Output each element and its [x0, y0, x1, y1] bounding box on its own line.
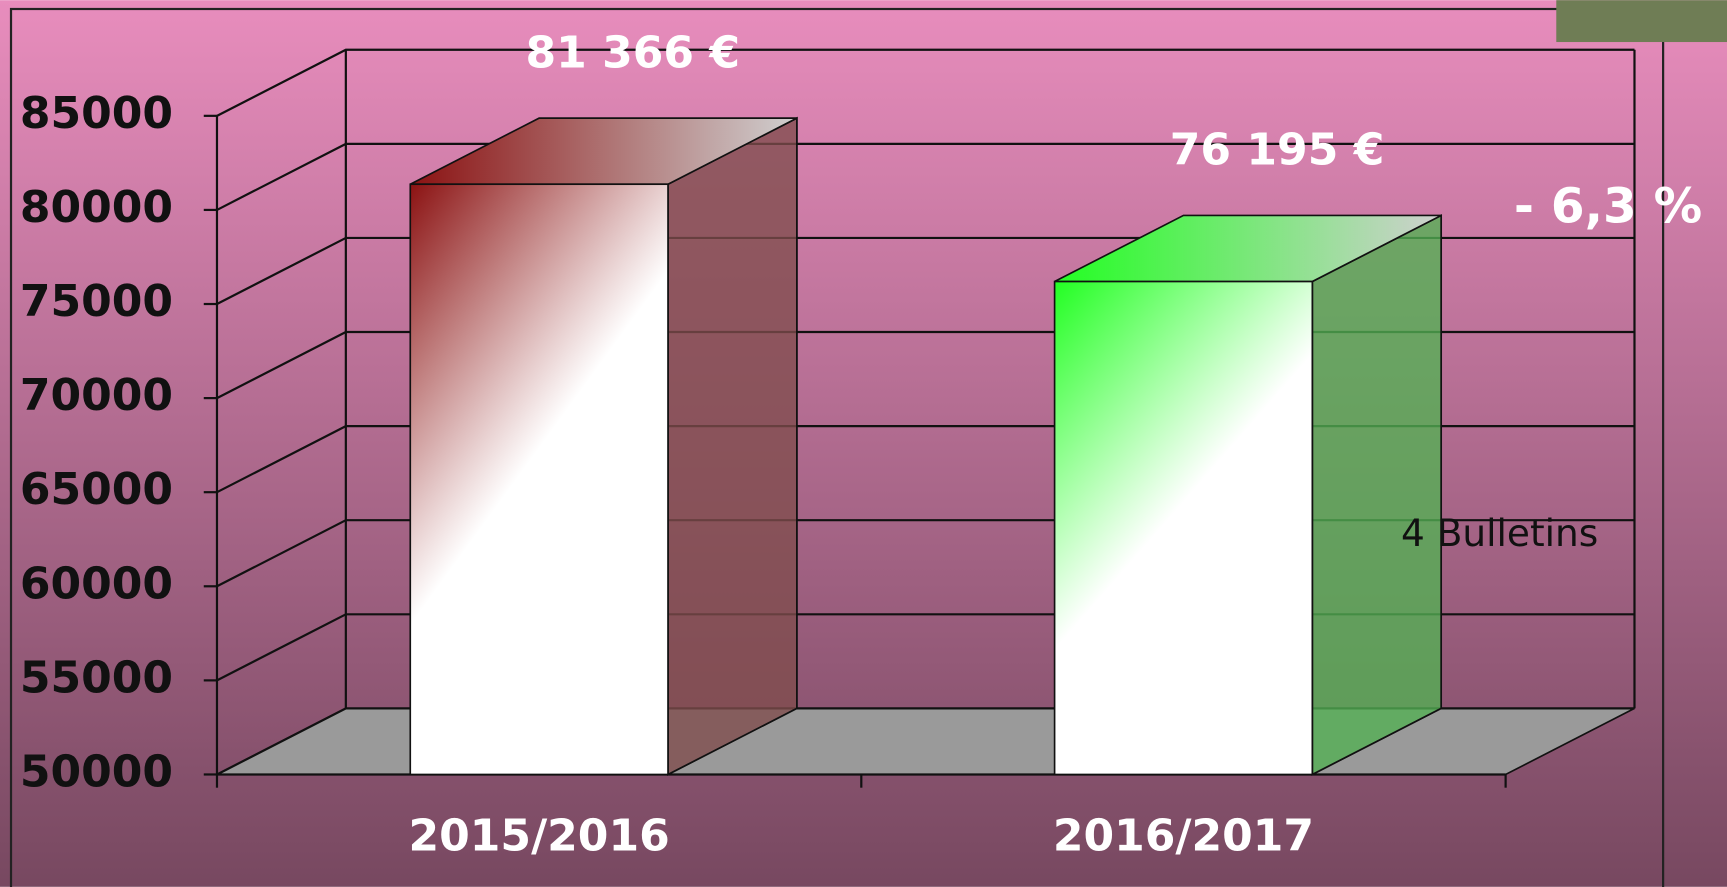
- frame: [9, 7, 1665, 887]
- bulletins-annotation: 4 Bulletins: [1401, 511, 1598, 555]
- bar-front: [409, 183, 669, 776]
- photo: [1556, 0, 1727, 43]
- grid-line: [216, 142, 1635, 211]
- y-tick-label: 50000: [20, 746, 173, 797]
- y-tick-label: 75000: [20, 276, 173, 327]
- grid-line: [216, 48, 1635, 117]
- bar-side-shade: [667, 116, 798, 776]
- y-tick-label: 55000: [20, 652, 173, 703]
- value-label: 76 195 €: [1170, 125, 1385, 176]
- y-tick-label: 70000: [20, 370, 173, 421]
- y-tick-label: 80000: [20, 182, 173, 233]
- bar: [1053, 214, 1443, 776]
- y-tick-label: 60000: [20, 558, 173, 609]
- change-annotation: - 6,3 %: [1514, 178, 1702, 234]
- bar: [409, 116, 798, 776]
- bar-front: [1053, 280, 1314, 776]
- x-tick-label: 2015/2016: [408, 810, 669, 861]
- y-tick-label: 85000: [20, 88, 173, 139]
- y-tick-label: 65000: [20, 464, 173, 515]
- value-label: 81 366 €: [525, 27, 740, 78]
- bar-side-shade: [1311, 214, 1443, 776]
- plot: 50000 55000 60000 65000 70000 75000 80000 85000…: [20, 27, 1636, 861]
- x-tick-label: 2016/2017: [1053, 810, 1314, 861]
